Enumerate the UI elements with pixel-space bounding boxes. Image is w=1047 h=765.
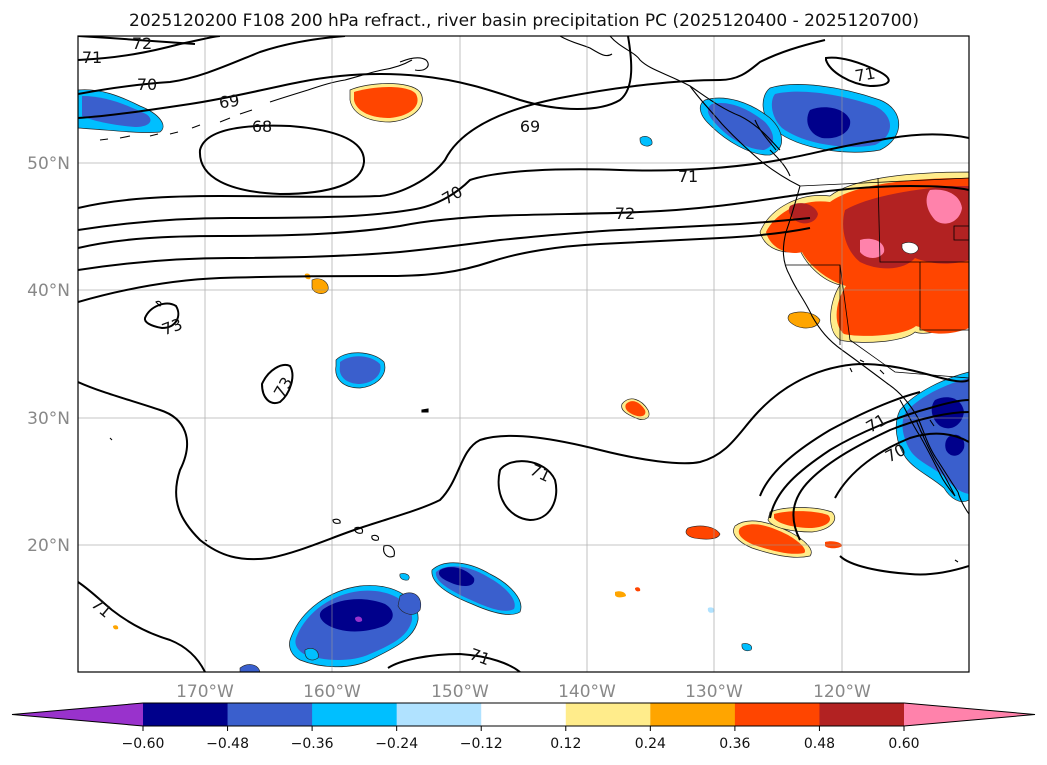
colorbar-bin — [565, 703, 651, 726]
colorbar-tick-label: −0.60 — [122, 736, 165, 752]
contour-label-70-nw: 70 — [137, 75, 157, 94]
contour-labels: 72 71 70 69 68 69 71 70 72 71 73 73 71 7… — [82, 34, 909, 669]
colorbar-tick-label: −0.36 — [291, 736, 334, 752]
lon-tick-labels: 170°W 160°W 150°W 140°W 130°W 120°W — [176, 682, 871, 702]
refractivity-contours — [78, 36, 969, 672]
contour-label-72-mid: 72 — [615, 204, 635, 223]
colorbar-bin — [227, 703, 313, 726]
contour-label-71-nw: 71 — [82, 48, 102, 67]
colorbar-tick-label: 0.48 — [804, 736, 835, 752]
colorbar-bin — [734, 703, 820, 726]
lon-tick-130w: 130°W — [685, 682, 743, 702]
colorbar-extend-max — [904, 703, 1035, 726]
lon-tick-120w: 120°W — [813, 682, 871, 702]
gridlines — [78, 36, 969, 672]
contour-label-69-gulf: 69 — [520, 117, 540, 136]
colorbar-tick-label: −0.12 — [460, 736, 503, 752]
map-frame — [77, 35, 970, 673]
colorbar-extend-min — [12, 703, 143, 726]
contour-label-72-nw: 72 — [132, 34, 152, 53]
lon-tick-140w: 140°W — [558, 682, 616, 702]
map-content — [78, 36, 969, 672]
figure-title: 2025120200 F108 200 hPa refract., river … — [129, 11, 919, 31]
colorbar: −0.60 −0.48 −0.36 −0.24 −0.12 0.12 0.24 0.36 0.4… — [11, 702, 1036, 752]
colorbar-tick-label: 0.60 — [888, 736, 919, 752]
colorbar-bin — [143, 703, 229, 726]
lat-tick-50n: 50°N — [27, 154, 70, 174]
colorbar-tick-label: 0.36 — [719, 736, 750, 752]
contour-label-69-nw: 69 — [218, 91, 241, 113]
colorbar-bin — [312, 703, 398, 726]
colorbar-tick-label: −0.48 — [206, 736, 249, 752]
lat-tick-20n: 20°N — [27, 536, 70, 556]
colorbar-bin — [819, 703, 905, 726]
lon-tick-170w: 170°W — [176, 682, 234, 702]
colorbar-tick-label: −0.24 — [375, 736, 418, 752]
lat-tick-40n: 40°N — [27, 281, 70, 301]
contour-label-71-bc: 71 — [853, 63, 876, 85]
lat-tick-30n: 30°N — [27, 409, 70, 429]
colorbar-tick-label: 0.12 — [550, 736, 581, 752]
colorbar-bin — [396, 703, 482, 726]
colorbar-bin — [481, 703, 567, 726]
colorbar-tick-label: 0.24 — [635, 736, 666, 752]
lon-tick-160w: 160°W — [303, 682, 361, 702]
precip-field — [78, 83, 969, 672]
lon-tick-150w: 150°W — [431, 682, 489, 702]
contour-label-68: 68 — [252, 117, 272, 136]
contour-label-71-ne: 71 — [678, 167, 698, 186]
colorbar-bin — [650, 703, 736, 726]
lat-tick-labels: 50°N 40°N 30°N 20°N — [27, 154, 70, 556]
